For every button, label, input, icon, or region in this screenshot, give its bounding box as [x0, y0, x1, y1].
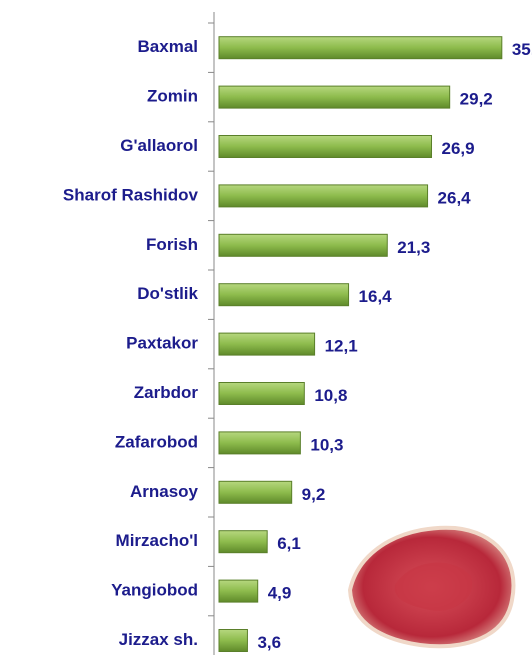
value-label: 16,4: [359, 287, 393, 306]
page: Baxmal 35,8 Zomin 29,2 G'allaorol 26,9 Sharof …: [0, 0, 532, 655]
value-label: 10,8: [314, 386, 347, 405]
value-label: 12,1: [325, 337, 358, 356]
value-label: 6,1: [277, 534, 301, 553]
bar: [219, 432, 300, 454]
value-label: 9,2: [302, 485, 326, 504]
bar: [219, 136, 432, 158]
bar: [219, 86, 450, 108]
steak-illustration: [350, 528, 513, 646]
bar: [219, 284, 349, 306]
category-label: Jizzax sh.: [119, 630, 198, 649]
value-label: 4,9: [268, 584, 292, 603]
category-label: Sharof Rashidov: [63, 185, 199, 204]
bar: [219, 333, 315, 355]
bar: [219, 580, 258, 602]
category-label: Mirzacho'l: [116, 531, 198, 550]
bar: [219, 234, 387, 256]
bar: [219, 531, 267, 553]
bar: [219, 383, 304, 405]
category-label: G'allaorol: [120, 136, 198, 155]
bar: [219, 185, 428, 207]
category-label: Baxmal: [138, 37, 198, 56]
value-label: 3,6: [257, 633, 281, 652]
bar: [219, 481, 292, 503]
category-label: Zarbdor: [134, 383, 199, 402]
value-label: 26,4: [438, 188, 472, 207]
value-label: 35,8: [512, 40, 532, 59]
value-label: 10,3: [310, 435, 343, 454]
category-label: Paxtakor: [126, 334, 198, 353]
category-label: Forish: [146, 235, 198, 254]
bar: [219, 630, 247, 652]
value-label: 29,2: [460, 90, 493, 109]
category-label: Yangiobod: [111, 581, 198, 600]
value-label: 21,3: [397, 238, 430, 257]
category-label: Zomin: [147, 87, 198, 106]
category-label: Zafarobod: [115, 432, 198, 451]
bar: [219, 37, 502, 59]
category-label: Arnasoy: [130, 482, 199, 501]
value-label: 26,9: [442, 139, 475, 158]
category-label: Do'stlik: [137, 284, 198, 303]
chart: Baxmal 35,8 Zomin 29,2 G'allaorol 26,9 Sharof …: [0, 0, 532, 655]
